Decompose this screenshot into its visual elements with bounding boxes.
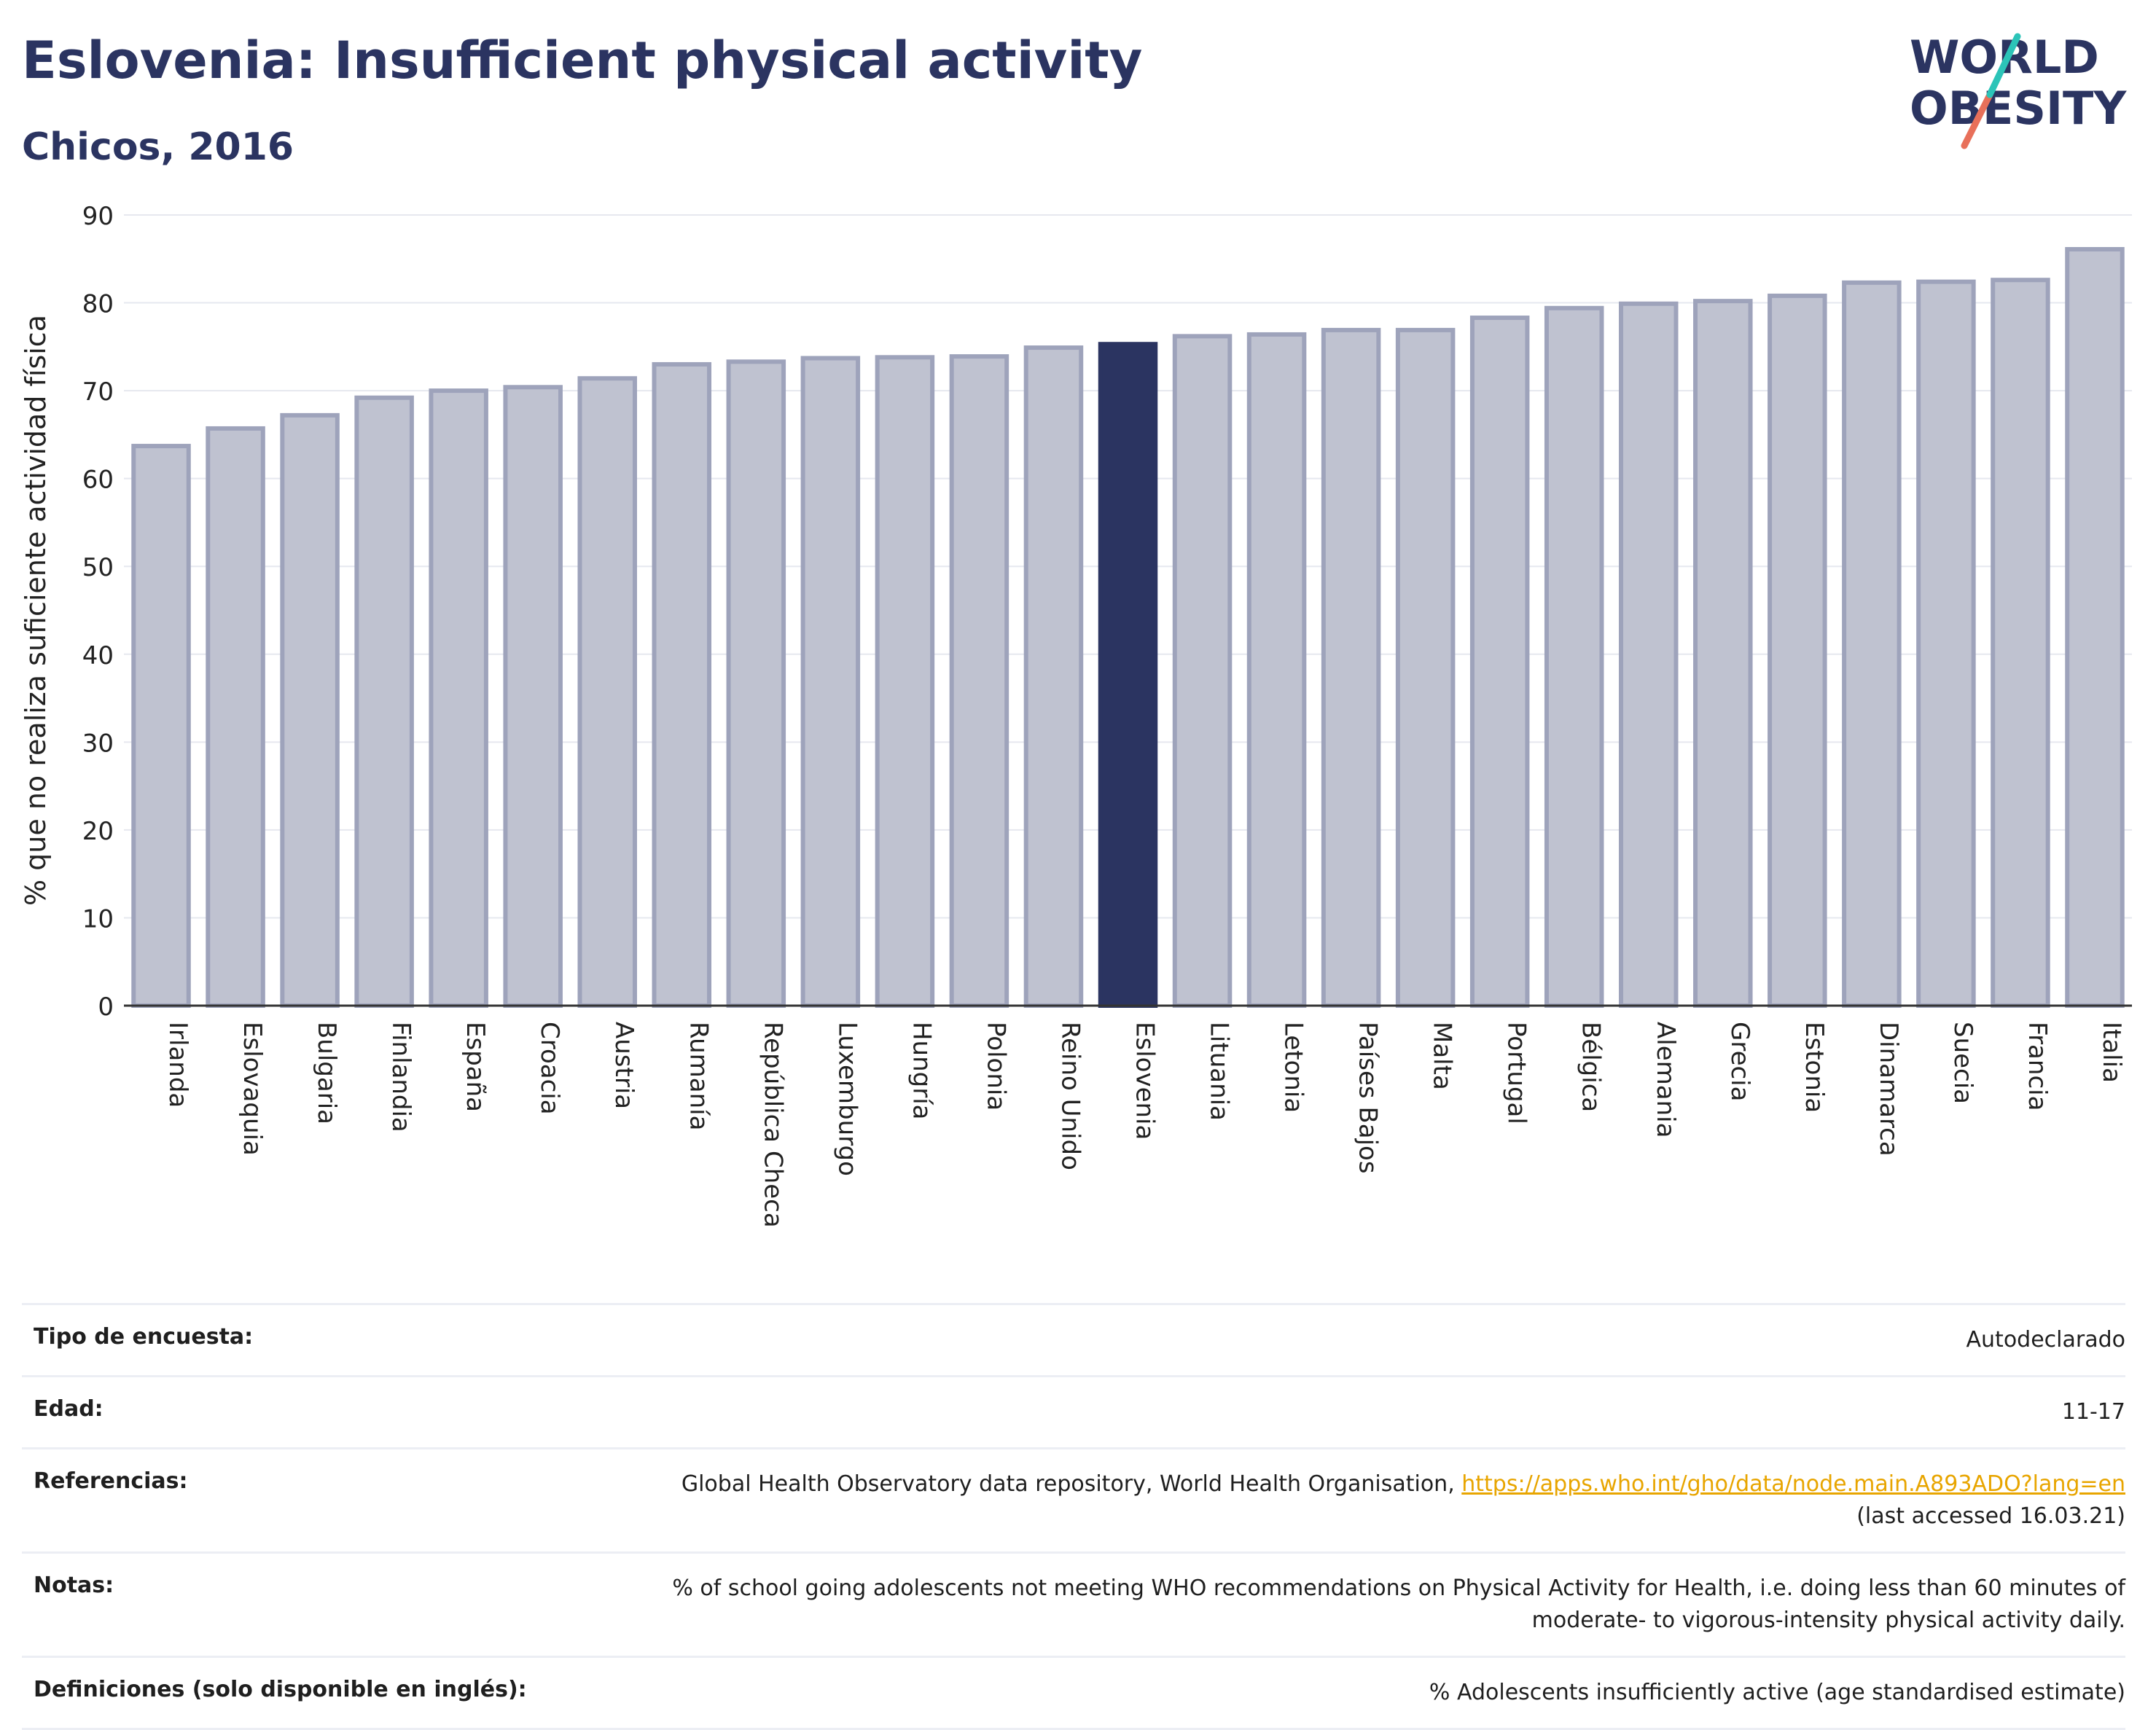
info-table: Tipo de encuesta: Autodeclarado Edad: 11…: [22, 1303, 2125, 1730]
bar-luxemburgo: [800, 356, 861, 1008]
x-tick-label: Luxemburgo: [832, 1022, 862, 1176]
bar-república-checa: [726, 359, 786, 1009]
bar-malta: [1395, 327, 1456, 1008]
x-tick-label: Bulgaria: [312, 1022, 341, 1124]
x-tick-label: Grecia: [1725, 1022, 1754, 1101]
y-tick-label: 80: [82, 290, 114, 319]
bar-italia: [2065, 247, 2125, 1008]
bar-estonia: [1768, 293, 1827, 1008]
bar-francia: [1991, 278, 2050, 1008]
logo-slash-coral: [1961, 91, 1993, 149]
bar-suecia: [1916, 279, 1976, 1009]
survey-type-value: Autodeclarado: [1966, 1327, 2125, 1353]
x-tick-label: Rumanía: [684, 1022, 713, 1130]
x-tick-label: Bélgica: [1577, 1022, 1606, 1112]
survey-type-row: Tipo de encuesta: Autodeclarado: [22, 1303, 2125, 1375]
logo-slash-teal: [1986, 33, 2021, 98]
world-obesity-logo: WORLD OBESITY: [1910, 31, 2127, 149]
x-tick-label: República Checa: [758, 1022, 787, 1228]
bar-austria: [577, 376, 637, 1008]
y-tick-label: 60: [82, 466, 114, 495]
x-tick-label: Hungría: [907, 1022, 936, 1120]
references-accessed: (last accessed 16.03.21): [1856, 1503, 2125, 1529]
bar-hungría: [875, 355, 935, 1008]
bar-rumanía: [652, 361, 712, 1008]
bar-eslovenia: [1098, 342, 1158, 1008]
y-tick-label: 20: [82, 817, 114, 846]
notes-line1: % of school going adolescents not meetin…: [672, 1576, 2125, 1601]
x-tick-label: España: [461, 1022, 490, 1112]
references-text: Global Health Observatory data repositor…: [681, 1471, 1462, 1497]
references-link[interactable]: https://apps.who.int/gho/data/node.main.…: [1461, 1471, 2125, 1497]
bar-españa: [429, 388, 488, 1008]
y-tick-label: 10: [82, 904, 114, 934]
bar-finlandia: [354, 395, 414, 1008]
x-tick-label: Irlanda: [163, 1022, 192, 1108]
notes-line2: moderate- to vigorous-intensity physical…: [1531, 1608, 2125, 1633]
x-tick-label: Polonia: [981, 1022, 1010, 1111]
y-tick-label: 40: [82, 641, 114, 670]
x-tick-label: Reino Unido: [1055, 1022, 1085, 1170]
references-label: Referencias:: [34, 1468, 188, 1494]
x-tick-label: Portugal: [1502, 1022, 1531, 1124]
x-tick-label: Croacia: [535, 1022, 564, 1115]
definitions-value: % Adolescents insufficiently active (age…: [1429, 1680, 2125, 1705]
x-tick-label: Suecia: [1948, 1022, 1977, 1104]
bar-letonia: [1246, 332, 1307, 1008]
logo-line2: OBESITY: [1910, 82, 2127, 135]
x-tick-label: Letonia: [1279, 1022, 1308, 1113]
x-tick-labels: Irlanda Eslovaquia Bulgaria Finlandia España…: [163, 1022, 2126, 1228]
x-tick-label: Francia: [2023, 1022, 2052, 1111]
bar-polonia: [949, 354, 1009, 1009]
bar-croacia: [503, 385, 563, 1008]
age-row: Edad: 11-17: [22, 1375, 2125, 1447]
x-tick-label: Dinamarca: [1874, 1022, 1903, 1156]
y-tick-label: 90: [82, 202, 114, 231]
references-value: Global Health Observatory data repositor…: [681, 1468, 2125, 1533]
bar-dinamarca: [1842, 280, 1902, 1009]
bar-bélgica: [1544, 305, 1604, 1008]
age-value: 11-17: [2061, 1399, 2125, 1425]
page-subtitle: Chicos, 2016: [22, 125, 294, 169]
x-tick-label: Eslovenia: [1130, 1022, 1160, 1140]
survey-type-label: Tipo de encuesta:: [34, 1324, 254, 1350]
y-axis-label: % que no realiza suficiente actividad fí…: [20, 315, 52, 906]
bar-eslovaquia: [206, 426, 265, 1008]
x-tick-label: Estonia: [1800, 1022, 1829, 1113]
x-tick-label: Lituania: [1205, 1022, 1234, 1121]
x-tick-label: Alemania: [1651, 1022, 1680, 1138]
y-tick-label: 0: [98, 993, 114, 1022]
y-tick-label: 70: [82, 377, 114, 407]
notes-row: Notas: % of school going adolescents not…: [22, 1551, 2125, 1656]
definitions-row: Definiciones (solo disponible en inglés)…: [22, 1656, 2125, 1730]
bar-chart: 0 10 20 30 40 50 60 70 80 90 Irlanda Eslovaquia Bul…: [20, 202, 2132, 1228]
bar-lituania: [1172, 334, 1233, 1009]
bar-portugal: [1469, 316, 1530, 1008]
bars: [131, 247, 2125, 1009]
y-tick-label: 50: [82, 553, 114, 582]
bar-irlanda: [131, 444, 191, 1008]
definitions-label: Definiciones (solo disponible en inglés)…: [34, 1677, 527, 1702]
y-tick-label: 30: [82, 729, 114, 758]
x-tick-label: Italia: [2097, 1022, 2126, 1083]
x-tick-label: Austria: [609, 1022, 638, 1109]
references-row: Referencias: Global Health Observatory d…: [22, 1447, 2125, 1551]
notes-label: Notas:: [34, 1573, 114, 1598]
bar-grecia: [1693, 299, 1753, 1008]
notes-value: % of school going adolescents not meetin…: [672, 1573, 2125, 1637]
bar-alemania: [1619, 301, 1679, 1008]
bar-países-bajos: [1321, 327, 1381, 1008]
x-tick-label: Eslovaquia: [238, 1022, 267, 1156]
page-title: Eslovenia: Insufficient physical activit…: [22, 31, 1143, 90]
x-tick-label: Países Bajos: [1354, 1022, 1383, 1174]
bar-bulgaria: [280, 412, 340, 1008]
x-tick-label: Finlandia: [386, 1022, 415, 1132]
y-tick-labels: 0 10 20 30 40 50 60 70 80 90: [82, 202, 114, 1022]
x-tick-label: Malta: [1428, 1022, 1457, 1090]
bar-reino-unido: [1023, 345, 1084, 1008]
age-label: Edad:: [34, 1396, 103, 1422]
